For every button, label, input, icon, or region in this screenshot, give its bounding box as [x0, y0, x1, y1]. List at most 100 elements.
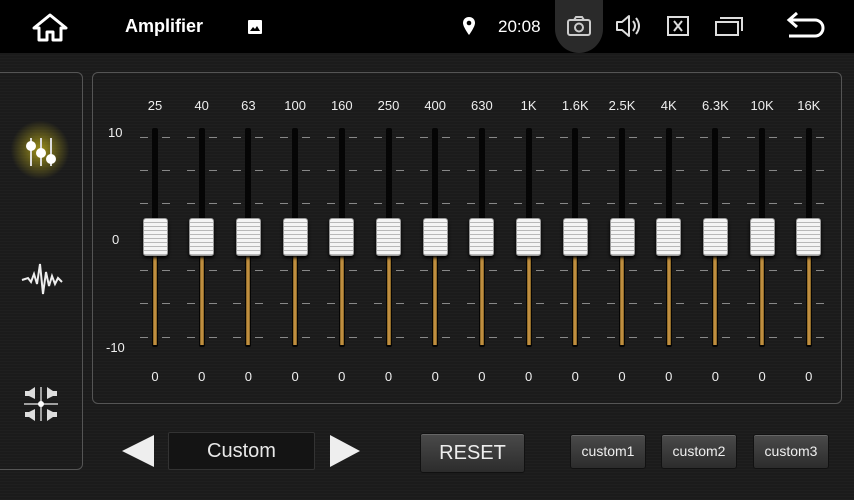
tick-mark	[140, 170, 148, 171]
equalizer-sliders-icon[interactable]	[24, 135, 58, 169]
y-label-zero: 0	[112, 232, 120, 247]
slider-knob[interactable]	[796, 218, 822, 256]
slider-knob[interactable]	[422, 218, 448, 256]
tick-mark	[700, 303, 709, 304]
waveform-icon[interactable]	[20, 256, 64, 300]
tick-mark	[420, 303, 429, 304]
tick-mark	[466, 303, 475, 304]
custom1-button[interactable]: custom1	[570, 434, 646, 469]
slider-knob[interactable]	[749, 218, 775, 256]
camera-icon[interactable]	[566, 15, 592, 37]
tick-mark	[280, 137, 289, 138]
custom3-button[interactable]: custom3	[753, 434, 829, 469]
tick-mark	[815, 337, 824, 338]
tick-mark	[722, 137, 731, 138]
location-pin-icon	[463, 17, 475, 35]
previous-preset-button[interactable]	[122, 435, 154, 467]
tick-mark	[326, 337, 335, 338]
tick-mark	[348, 303, 357, 304]
next-preset-button[interactable]	[330, 435, 360, 467]
tick-mark	[420, 137, 429, 138]
band-frequency-label: 10K	[750, 98, 774, 113]
tick-mark	[348, 270, 357, 271]
slider-fill	[479, 237, 484, 345]
slider-knob[interactable]	[656, 218, 682, 256]
tick-mark	[442, 337, 451, 338]
band-frequency-label: 630	[471, 98, 493, 113]
tick-mark	[442, 170, 451, 171]
tick-mark	[208, 270, 217, 271]
tick-mark	[747, 303, 756, 304]
tick-mark	[793, 270, 802, 271]
gallery-icon[interactable]	[247, 19, 263, 35]
tick-mark	[722, 270, 731, 271]
tick-mark	[560, 303, 569, 304]
tick-mark	[233, 137, 242, 138]
slider-knob[interactable]	[609, 218, 635, 256]
slider-knob[interactable]	[376, 218, 401, 256]
tick-mark	[629, 203, 637, 204]
band-frequency-label: 1K	[520, 98, 537, 113]
tick-mark	[373, 303, 382, 304]
band-frequency-label: 16K	[797, 98, 821, 113]
slider-knob[interactable]	[142, 218, 168, 256]
slider-fill	[199, 237, 204, 345]
tick-mark	[513, 303, 522, 304]
slider-knob[interactable]	[189, 218, 215, 256]
tick-mark	[162, 170, 170, 171]
tick-mark	[700, 337, 709, 338]
slider-fill	[433, 237, 438, 345]
band-frequency-label: 2.5K	[608, 98, 636, 113]
speaker-balance-icon[interactable]	[22, 385, 60, 423]
tick-mark	[535, 137, 544, 138]
back-icon[interactable]	[785, 12, 825, 40]
tick-mark	[747, 170, 756, 171]
tick-mark	[513, 137, 522, 138]
slider-knob[interactable]	[469, 218, 495, 256]
tick-mark	[302, 203, 311, 204]
band-frequency-label: 100	[284, 98, 306, 113]
tick-mark	[280, 170, 289, 171]
slider-knob[interactable]	[282, 218, 308, 256]
slider-knob[interactable]	[516, 218, 542, 256]
camera-highlight	[555, 0, 603, 53]
tick-mark	[162, 303, 170, 304]
tick-mark	[302, 270, 311, 271]
reset-button[interactable]: RESET	[420, 433, 525, 473]
slider-knob[interactable]	[562, 218, 588, 256]
band-frequency-label: 63	[241, 98, 256, 113]
band-value: 0	[244, 369, 252, 384]
band-value: 0	[758, 369, 766, 384]
home-icon[interactable]	[30, 12, 70, 42]
windows-icon[interactable]	[714, 15, 744, 37]
band-frequency-label: 6.3K	[702, 98, 729, 113]
tick-mark	[395, 203, 404, 204]
slider-knob[interactable]	[329, 218, 355, 256]
band-value: 0	[338, 369, 346, 384]
tick-mark	[186, 270, 195, 271]
band-value: 0	[291, 369, 299, 384]
tick-mark	[233, 270, 242, 271]
band-frequency-label: 40	[194, 98, 209, 113]
tick-mark	[442, 203, 451, 204]
tick-mark	[535, 170, 544, 171]
tick-mark	[488, 137, 497, 138]
tick-mark	[769, 137, 778, 138]
tick-mark	[629, 137, 637, 138]
volume-icon[interactable]	[614, 14, 644, 38]
tick-mark	[208, 170, 217, 171]
tick-mark	[722, 203, 731, 204]
tick-mark	[560, 170, 569, 171]
tick-mark	[793, 303, 802, 304]
tick-mark	[607, 170, 615, 171]
tick-mark	[675, 203, 684, 204]
slider-knob[interactable]	[235, 218, 261, 256]
tick-mark	[535, 270, 544, 271]
slider-fill	[386, 237, 391, 345]
tick-mark	[513, 337, 522, 338]
slider-knob[interactable]	[702, 218, 728, 256]
tick-mark	[513, 170, 522, 171]
close-box-icon[interactable]	[666, 15, 690, 37]
custom2-button[interactable]: custom2	[661, 434, 737, 469]
background	[0, 53, 854, 500]
